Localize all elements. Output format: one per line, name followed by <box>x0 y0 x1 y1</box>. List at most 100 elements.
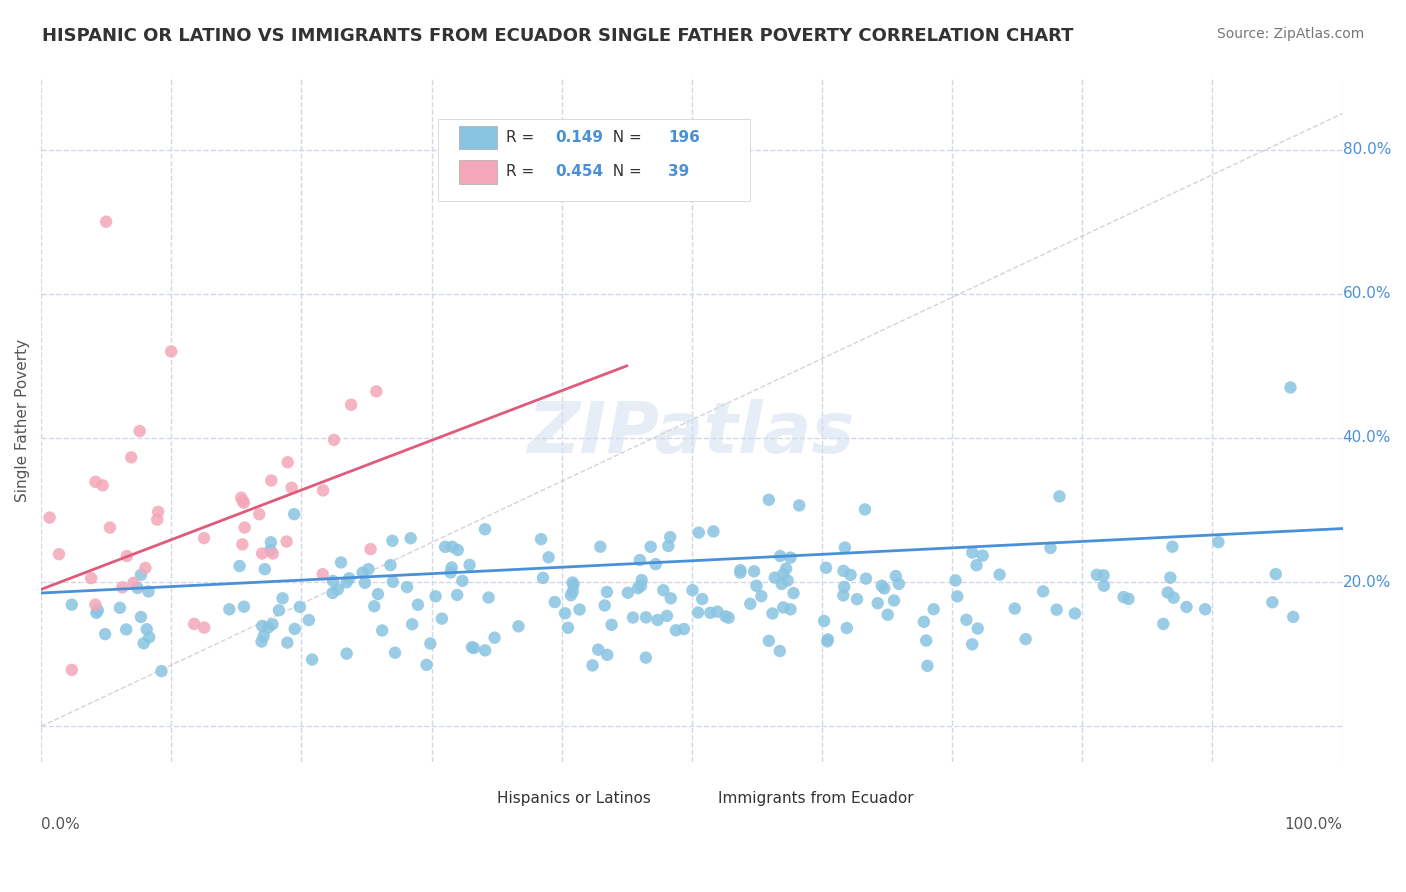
Point <box>267 603 290 617</box>
Point <box>813 614 835 628</box>
Point <box>122 575 145 590</box>
Point <box>150 664 173 678</box>
Point <box>440 560 463 574</box>
Point <box>357 562 380 576</box>
Point <box>887 577 910 591</box>
Point <box>96 214 118 228</box>
Point <box>1282 610 1305 624</box>
Point <box>634 610 657 624</box>
Point <box>883 593 905 607</box>
Point <box>730 563 752 577</box>
Point <box>366 384 388 399</box>
Point <box>337 571 360 585</box>
Point <box>1112 590 1135 604</box>
Point <box>381 574 404 589</box>
Point <box>960 637 983 651</box>
Point <box>884 569 907 583</box>
Point <box>146 512 169 526</box>
Point <box>380 558 402 573</box>
Point <box>659 591 682 606</box>
Point <box>972 549 994 563</box>
Point <box>129 567 152 582</box>
Point <box>1152 616 1174 631</box>
Text: 0.0%: 0.0% <box>41 817 80 832</box>
Point <box>835 621 858 635</box>
Point <box>367 587 389 601</box>
Point <box>401 617 423 632</box>
Point <box>458 558 481 572</box>
Point <box>702 524 724 539</box>
Point <box>772 600 794 615</box>
Point <box>132 636 155 650</box>
Point <box>946 590 969 604</box>
Point <box>232 493 254 508</box>
Point <box>1159 571 1181 585</box>
Point <box>260 474 283 488</box>
Text: 0.454: 0.454 <box>555 164 603 178</box>
Point <box>91 478 114 492</box>
Point <box>1161 540 1184 554</box>
Point <box>955 613 977 627</box>
Point <box>434 540 457 554</box>
Point <box>508 619 530 633</box>
Point <box>84 475 107 489</box>
Point <box>745 579 768 593</box>
Point <box>98 520 121 534</box>
Point <box>1085 567 1108 582</box>
Point <box>335 575 357 590</box>
Point <box>231 537 253 551</box>
Point <box>277 455 299 469</box>
Point <box>233 520 256 534</box>
Point <box>530 532 553 546</box>
Point <box>80 571 103 585</box>
Text: 39: 39 <box>668 164 689 178</box>
Point <box>586 642 609 657</box>
Point <box>775 561 797 575</box>
Text: R =: R = <box>506 164 538 178</box>
Point <box>232 496 254 510</box>
Point <box>912 615 935 629</box>
Point <box>312 483 335 498</box>
FancyBboxPatch shape <box>683 789 711 808</box>
Point <box>419 636 441 650</box>
Point <box>839 567 862 582</box>
Point <box>231 491 253 505</box>
Point <box>763 570 786 584</box>
Point <box>561 584 583 599</box>
Point <box>1264 567 1286 582</box>
Y-axis label: Single Father Poverty: Single Father Poverty <box>15 338 30 501</box>
Point <box>1279 380 1302 394</box>
Point <box>657 539 679 553</box>
Text: Hispanics or Latinos: Hispanics or Latinos <box>496 790 651 805</box>
Point <box>740 597 762 611</box>
Point <box>396 580 419 594</box>
Point <box>966 622 988 636</box>
Point <box>127 581 149 595</box>
Point <box>451 574 474 588</box>
Point <box>446 588 468 602</box>
Point <box>111 580 134 594</box>
Point <box>228 559 250 574</box>
Point <box>447 543 470 558</box>
Point <box>160 344 183 359</box>
Point <box>60 598 83 612</box>
Point <box>218 602 240 616</box>
Point <box>146 505 169 519</box>
Point <box>108 600 131 615</box>
Point <box>817 632 839 647</box>
Point <box>815 561 838 575</box>
Point <box>138 584 160 599</box>
FancyBboxPatch shape <box>458 126 496 149</box>
Point <box>276 635 298 649</box>
Point <box>120 450 142 465</box>
Point <box>832 588 855 602</box>
Point <box>628 553 651 567</box>
Point <box>1175 599 1198 614</box>
Point <box>115 549 138 563</box>
Point <box>644 557 666 571</box>
Point <box>371 624 394 638</box>
Point <box>665 624 688 638</box>
Text: R =: R = <box>506 129 538 145</box>
Point <box>922 602 945 616</box>
Point <box>138 630 160 644</box>
